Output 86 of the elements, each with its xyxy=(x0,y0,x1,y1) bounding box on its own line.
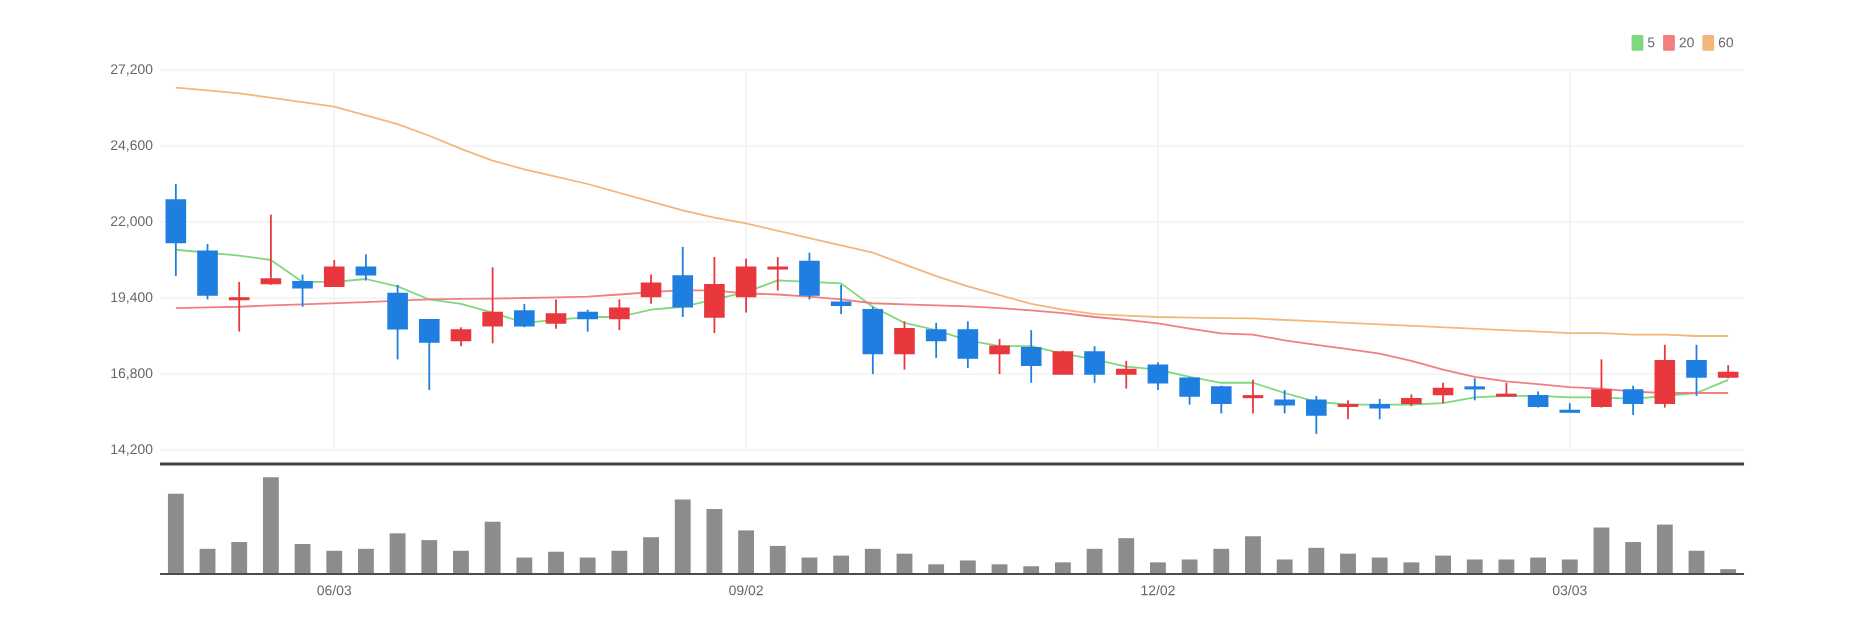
candlestick xyxy=(735,257,757,314)
bar xyxy=(1276,559,1293,574)
bar xyxy=(1530,557,1547,574)
candlestick xyxy=(1622,384,1644,416)
candlestick xyxy=(1306,395,1327,435)
bar xyxy=(643,537,659,574)
bar xyxy=(1150,562,1166,574)
candlestick xyxy=(1147,361,1169,391)
bar xyxy=(1466,559,1483,574)
candlestick xyxy=(862,305,884,375)
bar xyxy=(358,548,374,574)
candlestick xyxy=(1337,399,1359,421)
bar xyxy=(1656,524,1673,574)
candlestick xyxy=(1464,377,1486,402)
bar xyxy=(326,550,343,574)
candlestick xyxy=(704,256,725,334)
bar xyxy=(1561,559,1578,574)
bar xyxy=(769,545,786,574)
candlestick xyxy=(482,266,503,345)
bar xyxy=(1054,562,1071,574)
candlestick xyxy=(767,256,789,292)
candlestick xyxy=(418,319,440,391)
bar xyxy=(738,530,755,574)
candlestick xyxy=(228,281,250,333)
bar xyxy=(421,540,438,574)
candlestick xyxy=(197,243,218,301)
candlestick xyxy=(260,213,282,286)
bar xyxy=(1403,562,1420,574)
bar xyxy=(1086,548,1103,574)
bar xyxy=(1371,557,1388,574)
bar xyxy=(864,548,881,574)
candlestick xyxy=(609,298,630,332)
candlestick xyxy=(1115,359,1137,390)
bar xyxy=(1435,555,1451,574)
bar xyxy=(1625,542,1642,574)
bar xyxy=(231,542,248,574)
candlestick xyxy=(1242,378,1264,415)
bar xyxy=(516,557,533,574)
candlestick xyxy=(1210,384,1232,415)
bar xyxy=(294,543,311,574)
candlestick xyxy=(799,251,820,301)
candlestick xyxy=(387,283,408,361)
bar xyxy=(1340,553,1356,574)
candlestick xyxy=(450,326,472,348)
bar xyxy=(1118,538,1135,574)
candlestick xyxy=(1369,397,1390,421)
candlestick xyxy=(989,338,1010,375)
bar xyxy=(611,550,628,574)
bar xyxy=(1308,547,1325,574)
bar xyxy=(453,550,469,574)
bar xyxy=(484,521,501,574)
bar xyxy=(1023,566,1040,574)
bar xyxy=(1213,548,1230,574)
bar xyxy=(389,533,406,574)
bar xyxy=(167,493,184,574)
bar xyxy=(199,548,216,574)
bar xyxy=(262,477,279,574)
bar xyxy=(1593,527,1610,574)
candlestick xyxy=(672,245,694,318)
bar xyxy=(928,564,945,574)
bar xyxy=(706,509,723,574)
candlestick xyxy=(1179,376,1200,406)
candlestick xyxy=(1654,343,1676,409)
candlestick xyxy=(1020,329,1042,384)
candlestick xyxy=(577,308,598,333)
candlestick xyxy=(1686,343,1707,397)
candlestick xyxy=(957,320,979,370)
candlestick xyxy=(1432,381,1454,405)
candlestick xyxy=(165,183,187,277)
candlestick xyxy=(640,273,662,305)
bar xyxy=(1498,559,1515,574)
candlestick xyxy=(323,259,345,288)
candlestick xyxy=(925,321,947,359)
bar xyxy=(579,557,596,574)
bar xyxy=(959,560,976,574)
candlestick xyxy=(1084,345,1105,384)
candlestick xyxy=(1591,358,1612,409)
candlestick xyxy=(894,320,915,371)
bar xyxy=(1245,536,1261,574)
bar xyxy=(1688,550,1705,574)
bar xyxy=(548,551,564,574)
candlestick xyxy=(292,273,313,308)
candlestick xyxy=(545,298,567,330)
bar xyxy=(833,555,850,574)
bar xyxy=(674,499,691,574)
bar xyxy=(1181,559,1198,574)
